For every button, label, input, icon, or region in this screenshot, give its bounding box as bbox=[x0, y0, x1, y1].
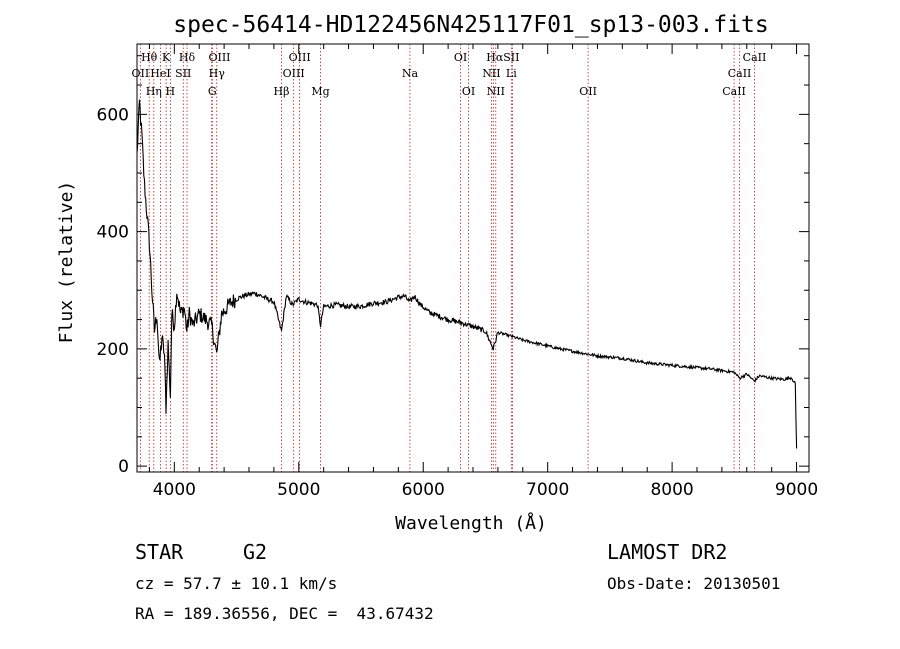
x-tick-label: 4000 bbox=[153, 480, 196, 500]
line-label: Hη bbox=[146, 85, 162, 98]
line-label: OIII bbox=[289, 51, 311, 64]
chart-title: spec-56414-HD122456N425117F01_sp13-003.f… bbox=[173, 12, 768, 38]
y-tick-label: 400 bbox=[97, 223, 129, 243]
line-label: Hγ bbox=[209, 67, 226, 80]
coordinates-readout: RA = 189.36556, DEC = 43.67432 bbox=[135, 604, 434, 623]
x-tick-label: 5000 bbox=[277, 480, 320, 500]
line-label: CaII bbox=[743, 51, 767, 64]
line-label: OII bbox=[579, 85, 597, 98]
x-tick-label: 7000 bbox=[526, 480, 569, 500]
line-label: OII bbox=[132, 67, 150, 80]
x-tick-label: 6000 bbox=[402, 480, 445, 500]
line-label: G bbox=[208, 85, 217, 98]
line-label: HαSII bbox=[486, 51, 519, 64]
line-label: SII bbox=[175, 67, 191, 80]
spectral-subclass: G2 bbox=[243, 540, 268, 564]
y-tick-label: 600 bbox=[97, 105, 129, 125]
y-tick-label: 0 bbox=[118, 457, 129, 477]
line-label: K bbox=[162, 51, 171, 64]
observation-date: Obs-Date: 20130501 bbox=[607, 574, 781, 593]
y-tick-label: 200 bbox=[97, 340, 129, 360]
line-label: Hθ bbox=[141, 51, 158, 64]
line-label: Hδ bbox=[179, 51, 196, 64]
y-axis-label: Flux (relative) bbox=[56, 181, 77, 344]
line-label: Hβ bbox=[274, 85, 290, 98]
line-label: OIII bbox=[208, 51, 230, 64]
plot-frame bbox=[136, 43, 810, 473]
object-class: STAR bbox=[135, 540, 184, 564]
emission-line-labels: OII Hθ Hη HeI K H SII Hδ OIII Hγ G Hβ OIII OIII Mg Na OI… bbox=[132, 51, 767, 98]
line-label: Mg bbox=[311, 85, 329, 98]
line-label: CaII bbox=[722, 85, 746, 98]
line-label: NII bbox=[482, 67, 500, 80]
line-label: H bbox=[166, 85, 176, 98]
spectrum-line bbox=[136, 99, 798, 449]
x-axis-label: Wavelength (Å) bbox=[395, 512, 547, 534]
x-tick-label: 9000 bbox=[775, 480, 818, 500]
emission-line-markers bbox=[139, 44, 755, 472]
line-label: Na bbox=[402, 67, 419, 80]
axis-ticks: 4000 5000 6000 7000 8000 9000 0 200 400 600 bbox=[97, 44, 818, 500]
spectrum-chart: spec-56414-HD122456N425117F01_sp13-003.f… bbox=[56, 12, 818, 534]
line-label: OI bbox=[462, 85, 475, 98]
survey-name: LAMOST DR2 bbox=[607, 540, 728, 564]
line-label: CaII bbox=[728, 67, 752, 80]
line-label: NII bbox=[487, 85, 505, 98]
line-label: Li bbox=[506, 67, 517, 80]
redshift-readout: cz = 57.7 ± 10.1 km/s bbox=[135, 574, 338, 593]
line-label: OI bbox=[454, 51, 467, 64]
x-tick-label: 8000 bbox=[650, 480, 693, 500]
line-label: HeI bbox=[150, 67, 170, 80]
line-label: OIII bbox=[283, 67, 305, 80]
